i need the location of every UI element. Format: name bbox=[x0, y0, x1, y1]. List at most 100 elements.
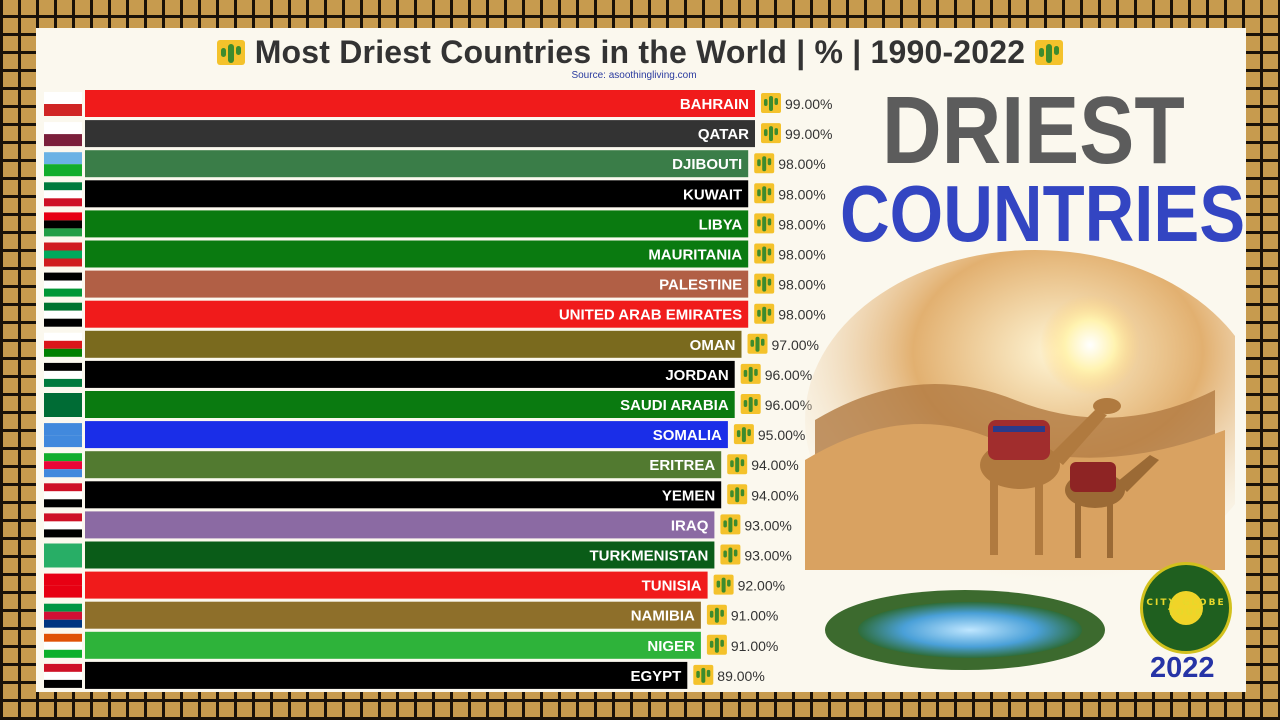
cactus-icon bbox=[754, 213, 775, 234]
bar bbox=[85, 451, 722, 479]
bar-label: IRAQ bbox=[671, 517, 709, 534]
cactus-icon bbox=[740, 363, 761, 384]
bar bbox=[85, 571, 708, 599]
value-label: 98.00% bbox=[778, 216, 825, 232]
cactus-icon bbox=[693, 664, 714, 685]
value-label: 91.00% bbox=[731, 608, 778, 624]
bar-label: TURKMENISTAN bbox=[590, 548, 709, 565]
headline-line1: DRIEST bbox=[882, 77, 1185, 184]
flag-icon bbox=[44, 393, 82, 417]
bar bbox=[85, 481, 722, 509]
cactus-icon bbox=[754, 273, 775, 294]
flag-icon bbox=[44, 573, 82, 598]
source-note: Source: asoothingliving.com bbox=[571, 70, 697, 81]
bar bbox=[85, 120, 755, 148]
value-label: 98.00% bbox=[778, 186, 825, 202]
flag-icon bbox=[44, 152, 82, 177]
flag-icon bbox=[44, 543, 82, 568]
oasis-pond bbox=[858, 602, 1082, 658]
flag-icon bbox=[44, 242, 82, 267]
bar bbox=[85, 421, 728, 449]
cactus-icon bbox=[747, 333, 768, 354]
bar bbox=[85, 270, 749, 298]
bar bbox=[85, 180, 749, 208]
bar-label: EGYPT bbox=[630, 668, 681, 685]
headline-line2: COUNTRIES bbox=[840, 169, 1246, 258]
bar-label: NIGER bbox=[647, 638, 695, 655]
flag-icon bbox=[44, 423, 82, 448]
value-label: 98.00% bbox=[778, 277, 825, 293]
desert-illustration bbox=[805, 250, 1235, 670]
cactus-icon bbox=[754, 183, 775, 204]
flag-icon bbox=[44, 453, 82, 478]
chart-title-text: Most Driest Countries in the World | % |… bbox=[254, 34, 1026, 70]
value-label: 93.00% bbox=[744, 548, 791, 564]
cactus-icon bbox=[713, 574, 734, 595]
bar-label: JORDAN bbox=[665, 367, 728, 384]
cactus-icon bbox=[1035, 40, 1064, 65]
camel-icon bbox=[1065, 455, 1159, 558]
chart-title: Most Driest Countries in the World | % |… bbox=[0, 34, 1280, 71]
bar bbox=[85, 541, 715, 569]
bar bbox=[85, 511, 715, 539]
cactus-icon bbox=[720, 514, 741, 535]
logo-text: CITY GLOBE TOUR bbox=[1146, 598, 1226, 618]
bar-label: OMAN bbox=[690, 337, 736, 354]
bar bbox=[85, 601, 701, 629]
bar-label: BAHRAIN bbox=[680, 96, 749, 113]
camel-icon bbox=[980, 398, 1121, 555]
value-label: 99.00% bbox=[785, 96, 832, 112]
sun-icon bbox=[1040, 295, 1140, 395]
bar bbox=[85, 360, 735, 388]
flag-icon bbox=[44, 92, 82, 116]
bar bbox=[85, 330, 742, 358]
bar bbox=[85, 150, 749, 178]
bar-label: ERITREA bbox=[649, 457, 715, 474]
globe-icon bbox=[1169, 591, 1203, 625]
value-label: 94.00% bbox=[751, 487, 798, 503]
cactus-icon bbox=[706, 604, 727, 625]
value-label: 98.00% bbox=[778, 247, 825, 263]
bar bbox=[85, 210, 749, 238]
flag-icon bbox=[44, 483, 82, 508]
year-label: 2022 bbox=[1150, 652, 1215, 684]
bar-label: SAUDI ARABIA bbox=[620, 397, 729, 414]
bar bbox=[85, 90, 755, 117]
value-label: 99.00% bbox=[785, 126, 832, 142]
dune-front bbox=[805, 424, 1225, 570]
value-label: 89.00% bbox=[717, 668, 764, 684]
cactus-icon bbox=[706, 634, 727, 655]
bar-label: MAURITANIA bbox=[648, 247, 742, 264]
cactus-icon bbox=[754, 153, 775, 174]
flag-icon bbox=[44, 212, 82, 237]
cactus-icon bbox=[720, 544, 741, 565]
cactus-icon bbox=[754, 243, 775, 264]
flag-icon bbox=[44, 663, 82, 688]
value-label: 92.00% bbox=[738, 578, 785, 594]
value-label: 93.00% bbox=[744, 517, 791, 533]
flag-icon bbox=[44, 633, 82, 658]
bar-label: SOMALIA bbox=[653, 427, 722, 444]
flag-icon bbox=[44, 302, 82, 327]
bar-label: KUWAIT bbox=[683, 186, 742, 203]
cactus-icon bbox=[727, 454, 748, 475]
value-label: 98.00% bbox=[778, 307, 825, 323]
bar-label: UNITED ARAB EMIRATES bbox=[559, 307, 742, 324]
bar-label: PALESTINE bbox=[659, 277, 742, 294]
cactus-icon bbox=[740, 394, 761, 414]
bar bbox=[85, 631, 701, 659]
flag-icon bbox=[44, 362, 82, 387]
bar bbox=[85, 661, 688, 689]
value-label: 94.00% bbox=[751, 457, 798, 473]
bar-label: YEMEN bbox=[662, 487, 715, 504]
flag-icon bbox=[44, 182, 82, 207]
bar bbox=[85, 240, 749, 268]
cactus-icon bbox=[761, 93, 781, 113]
value-label: 97.00% bbox=[772, 337, 819, 353]
bar-label: QATAR bbox=[698, 126, 749, 143]
cactus-icon bbox=[727, 484, 748, 505]
value-label: 96.00% bbox=[765, 367, 812, 383]
flag-icon bbox=[44, 272, 82, 297]
cactus-icon bbox=[761, 123, 781, 144]
